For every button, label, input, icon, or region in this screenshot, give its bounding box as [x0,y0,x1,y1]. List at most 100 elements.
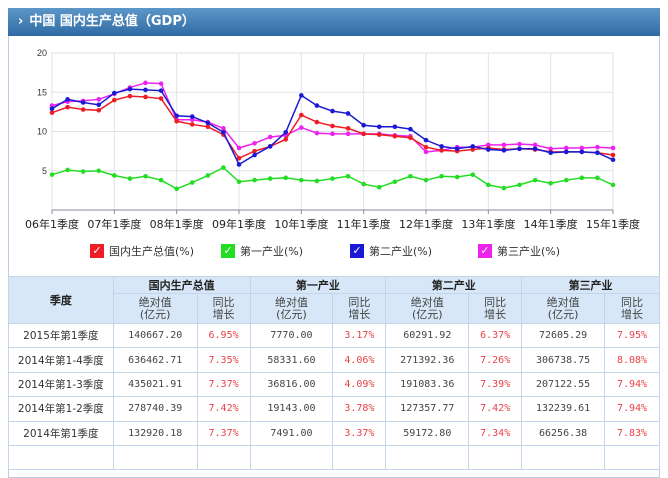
cell-absolute: 19143.00 [249,396,334,422]
subcol-label: 增长 [621,307,644,321]
data-point [595,144,600,150]
subcol-label: 绝对值 [410,295,444,309]
data-point [158,177,164,183]
data-point [579,149,585,155]
data-point [267,134,273,140]
data-point [267,144,273,149]
data-point [252,148,257,154]
data-point [80,107,86,112]
table-row: 2014年第1-4季度 636462.71 7.35% 58331.60 4.06% 27… [8,347,660,373]
data-point [392,133,398,139]
cell-yoy: 7.42% [196,396,251,422]
data-point [610,152,616,158]
legend-item[interactable]: ✓ 第一产业(%) [221,243,303,259]
col-quarter: 季度 [8,276,114,324]
x-tick-label: 10年1季度 [274,217,328,231]
data-point [96,168,102,174]
data-point [532,177,538,183]
data-point [96,102,102,108]
data-point [267,176,273,181]
cell-absolute: 7491.00 [249,420,334,446]
cell-absolute: 140667.20 [112,322,198,349]
data-point [127,86,133,92]
legend-item[interactable]: ✓ 国内生产总值(%) [90,243,194,259]
x-tick-label: 13年1季度 [461,217,515,231]
data-point [236,145,242,151]
cell-absolute: 271392.36 [385,347,470,373]
cell-yoy: 3.78% [332,396,387,422]
data-point [189,180,195,185]
subcol-label: 同比 [484,295,507,309]
data-point [501,185,507,191]
subcol-label: 增长 [212,307,235,321]
data-point [112,97,117,103]
data-point [330,123,335,129]
data-point [392,179,398,185]
panel-title: 中国 国内生产总值（GDP） [29,14,195,29]
data-point [314,178,320,184]
y-tick-label: 20 [37,48,47,58]
subcol-absolute: 绝对值 (亿元) [112,293,198,324]
data-point [470,172,476,177]
data-point [423,137,429,143]
data-point [127,93,133,99]
data-point [236,179,242,185]
subcol-yoy: 同比 增长 [196,293,251,324]
legend-item[interactable]: ✓ 第二产业(%) [350,243,432,259]
data-point [517,141,522,147]
data-point [314,103,320,108]
cell-yoy: 8.08% [604,347,660,373]
col-group-primary: 第一产业 [249,276,387,294]
data-point [314,130,320,136]
data-point [408,173,413,179]
subcol-label: 绝对值 [546,295,580,309]
checkbox-checked-icon[interactable]: ✓ [90,244,104,258]
cell-absolute: 7770.00 [249,322,334,349]
cell-empty [332,444,387,471]
checkbox-checked-icon[interactable]: ✓ [221,244,235,258]
cell-yoy: 7.37% [196,371,251,398]
data-point [65,97,70,102]
x-tick-label: 09年1季度 [212,217,266,231]
cell-yoy: 6.95% [196,322,251,349]
cell-absolute: 36816.00 [249,371,334,398]
table-row: 2014年第1-3季度 435021.91 7.37% 36816.00 4.09% 19… [8,371,660,398]
cell-absolute: 127357.77 [385,396,470,422]
data-point [361,181,366,187]
cell-absolute: 60291.92 [385,322,470,349]
data-point [330,176,335,181]
cell-quarter: 2015年第1季度 [8,322,114,349]
cell-absolute: 132239.61 [521,396,606,422]
cell-absolute: 132920.18 [112,420,198,446]
data-point [330,131,335,137]
data-point [96,97,102,102]
data-point [143,173,148,179]
data-point [454,146,460,152]
x-tick-label: 12年1季度 [399,217,453,231]
data-point [49,172,55,177]
data-point [189,122,195,127]
x-tick-label: 07年1季度 [87,217,141,231]
legend-item[interactable]: ✓ 第三产业(%) [478,243,560,259]
cell-yoy: 7.34% [468,420,523,446]
data-point [49,110,55,115]
cell-absolute: 191083.36 [385,371,470,398]
data-point [65,104,70,110]
table-row: 2014年第1-2季度 278740.39 7.42% 19143.00 3.78% 12… [8,396,660,422]
cell-yoy: 7.95% [604,322,660,349]
data-point [579,175,585,181]
x-tick-label: 15年1季度 [586,217,640,231]
cell-quarter: 2014年第1季度 [8,420,114,446]
subcol-absolute: 绝对值 (亿元) [249,293,334,324]
data-point [299,177,304,183]
data-point [408,135,413,141]
data-point [65,167,70,173]
cell-absolute: 207122.55 [521,371,606,398]
x-tick-label: 14年1季度 [524,217,578,231]
cell-absolute: 66256.38 [521,420,606,446]
gdp-line-chart: 5 10 15 20 06年1季度 07年1季度 08年1季度 09年1季度 10年1季度 11年… [25,48,640,231]
cell-yoy: 7.39% [468,371,523,398]
checkbox-checked-icon[interactable]: ✓ [478,244,492,258]
data-point [563,177,569,183]
checkbox-checked-icon[interactable]: ✓ [350,244,364,258]
